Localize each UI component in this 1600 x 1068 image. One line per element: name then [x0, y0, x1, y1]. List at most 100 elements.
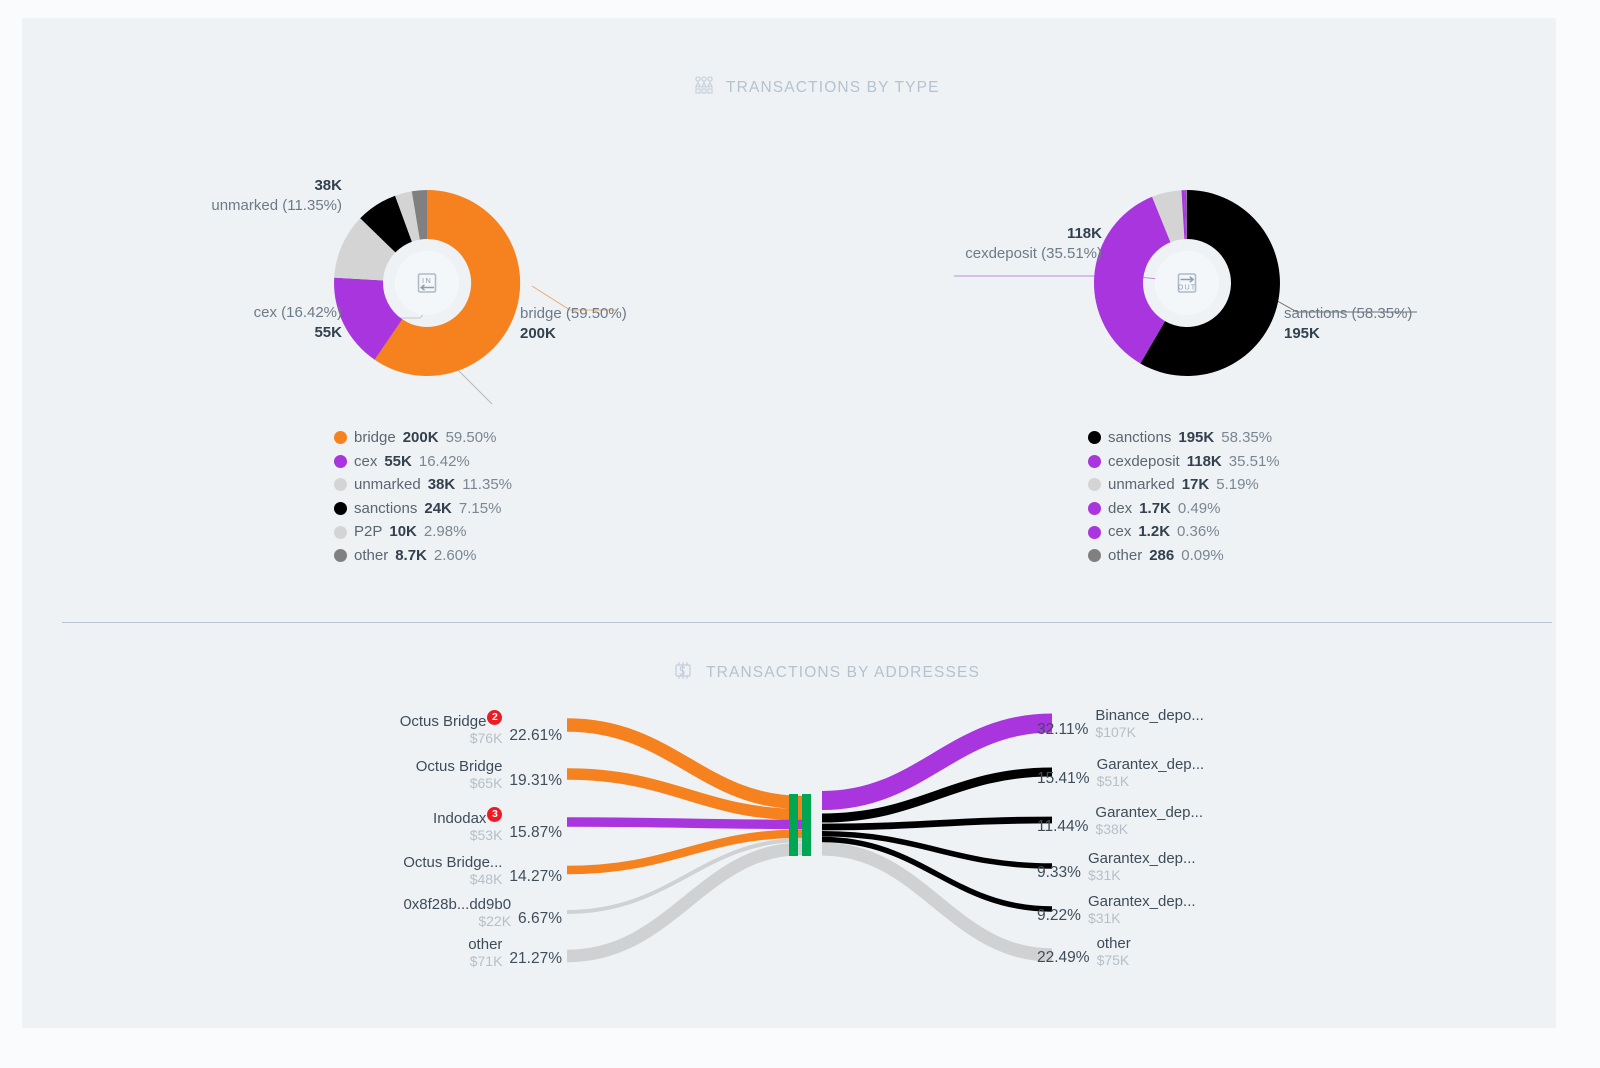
legend-item[interactable]: cex 1.2K 0.36%	[1088, 520, 1280, 544]
source-badge: 3	[487, 807, 503, 822]
legend-item[interactable]: dex 1.7K 0.49%	[1088, 497, 1280, 521]
sankey-link-target-5[interactable]	[821, 842, 1053, 962]
sankey-link-target-1[interactable]	[821, 767, 1053, 823]
callout-label: bridge (59.50%)	[520, 305, 627, 322]
sankey-node-in[interactable]	[789, 794, 798, 856]
legend-label: cex	[354, 452, 378, 470]
legend-label: bridge	[354, 429, 396, 446]
donut-in-callout-cex: cex (16.42%) 55K	[217, 303, 342, 343]
sankey-link-target-2[interactable]	[821, 816, 1053, 831]
legend-label: sanctions	[354, 499, 418, 517]
legend-item[interactable]: cexdeposit 118K 35.51%	[1088, 450, 1280, 474]
sankey-target-label-2[interactable]: 11.44% Garantex_dep... $38K	[1037, 804, 1203, 838]
legend-percent: 0.49%	[1177, 499, 1221, 517]
source-name: Octus Bridge	[415, 758, 503, 775]
target-percent: 22.49%	[1037, 949, 1090, 966]
source-amount: $22K	[478, 913, 512, 929]
source-amount: $53K	[469, 827, 503, 843]
legend-label: dex	[1108, 499, 1133, 517]
sankey-source-label-4[interactable]: 0x8f28b...dd9b0 $22K 6.67%	[403, 897, 562, 930]
donut-chart-outgoing: OUT 118K cexdeposit (35.51%) sanctions (…	[922, 158, 1522, 408]
sankey-source-label-0[interactable]: Octus Bridge 2 $76K 22.61%	[400, 710, 562, 746]
target-percent: 11.44%	[1037, 818, 1089, 835]
target-name: other	[1096, 935, 1131, 952]
section-divider	[62, 622, 1552, 623]
sankey-link-source-5[interactable]	[566, 842, 803, 963]
legend-color-dot	[334, 478, 347, 492]
legend-value: 195K	[1178, 429, 1215, 446]
sankey-link-target-0[interactable]	[821, 713, 1053, 810]
legend-item[interactable]: cex 55K 16.42%	[334, 450, 512, 474]
source-percent: 14.27%	[509, 868, 562, 885]
sankey-link-source-4[interactable]	[566, 838, 803, 914]
target-amount: $107K	[1095, 724, 1136, 740]
legend-item[interactable]: P2P 10K 2.98%	[334, 520, 512, 544]
section-title-text: TRANSACTIONS BY ADDRESSES	[706, 663, 980, 681]
source-percent: 19.31%	[509, 772, 562, 789]
legend-percent: 35.51%	[1228, 452, 1280, 470]
legend-percent: 59.50%	[445, 429, 497, 446]
sankey-link-target-3[interactable]	[821, 831, 1053, 869]
target-name: Garantex_dep...	[1096, 756, 1205, 773]
legend-item[interactable]: bridge 200K 59.50%	[334, 426, 512, 450]
sankey-target-label-3[interactable]: 9.33% Garantex_dep... $31K	[1037, 851, 1196, 884]
target-name: Garantex_dep...	[1087, 893, 1196, 910]
source-name: Octus Bridge 2	[400, 710, 503, 730]
donut-out-callout-cexdeposit: 118K cexdeposit (35.51%)	[922, 224, 1102, 264]
sankey-link-target-4[interactable]	[821, 836, 1053, 912]
source-name: Indodax 3	[433, 807, 503, 827]
source-amount: $48K	[469, 871, 503, 887]
donut-chart-incoming: IN 38K unmarked (11.35%) cex (16.42%) 55…	[162, 158, 722, 408]
legend-label: cex	[1108, 523, 1132, 541]
legend-item[interactable]: unmarked 38K 11.35%	[334, 473, 512, 497]
legend-item[interactable]: unmarked 17K 5.19%	[1088, 473, 1280, 497]
source-name: Octus Bridge...	[403, 854, 503, 871]
callout-value: 118K	[1066, 225, 1102, 242]
target-percent: 9.22%	[1037, 907, 1081, 924]
donut-out-callout-sanctions: sanctions (58.35%) 195K	[1284, 304, 1412, 344]
legend-percent: 5.19%	[1216, 476, 1259, 494]
target-amount: $38K	[1095, 821, 1129, 837]
donut-in-callout-bridge: bridge (59.50%) 200K	[520, 304, 627, 344]
legend-item[interactable]: sanctions 24K 7.15%	[334, 497, 512, 521]
legend-item[interactable]: other 286 0.09%	[1088, 544, 1280, 568]
legend-color-dot	[1088, 549, 1101, 563]
section-header-transactions-by-addresses: TRANSACTIONS BY ADDRESSES	[672, 659, 980, 686]
legend-outgoing: sanctions 195K 58.35% cexdeposit 118K 35…	[1088, 426, 1280, 568]
sankey-link-source-2[interactable]	[566, 817, 803, 830]
sankey-target-label-4[interactable]: 9.22% Garantex_dep... $31K	[1037, 893, 1196, 927]
legend-value: 118K	[1186, 452, 1222, 470]
sankey-target-label-1[interactable]: 15.41% Garantex_dep... $51K	[1037, 756, 1205, 790]
legend-color-dot	[1088, 525, 1101, 539]
sankey-link-source-0[interactable]	[566, 718, 803, 810]
sankey-flows	[566, 713, 1053, 963]
sankey-source-label-1[interactable]: Octus Bridge $65K 19.31%	[415, 758, 562, 792]
sankey-source-label-2[interactable]: Indodax 3 $53K 15.87%	[433, 807, 562, 843]
legend-item[interactable]: other 8.7K 2.60%	[334, 544, 512, 568]
legend-label: P2P	[354, 523, 383, 541]
sankey-link-source-3[interactable]	[566, 829, 803, 875]
source-percent: 22.61%	[509, 727, 562, 744]
sankey-source-label-5[interactable]: other $71K 21.27%	[468, 937, 562, 970]
legend-item[interactable]: sanctions 195K 58.35%	[1088, 426, 1280, 450]
legend-color-dot	[334, 549, 347, 563]
target-name: Garantex_dep...	[1095, 804, 1203, 821]
sankey-source-label-3[interactable]: Octus Bridge... $48K 14.27%	[403, 854, 562, 888]
legend-value: 55K	[384, 452, 412, 470]
sankey-link-source-1[interactable]	[566, 768, 803, 821]
svg-text:OUT: OUT	[1178, 283, 1196, 292]
address-chip-icon	[672, 659, 694, 686]
sankey-target-label-5[interactable]: 22.49% other $75K	[1037, 935, 1131, 969]
sankey-target-label-0[interactable]: 32.11% Binance_depo... $107K	[1037, 708, 1204, 741]
svg-text:IN: IN	[422, 276, 432, 285]
legend-label: unmarked	[354, 476, 421, 494]
legend-percent: 2.98%	[423, 523, 467, 541]
sankey-node-out[interactable]	[802, 794, 811, 856]
legend-percent: 0.36%	[1177, 523, 1220, 541]
legend-color-dot	[334, 502, 347, 516]
legend-percent: 16.42%	[418, 452, 470, 470]
donut-center-out-badge: OUT	[1155, 251, 1219, 315]
legend-value: 286	[1149, 546, 1175, 564]
arrow-in-icon: IN	[417, 273, 437, 293]
